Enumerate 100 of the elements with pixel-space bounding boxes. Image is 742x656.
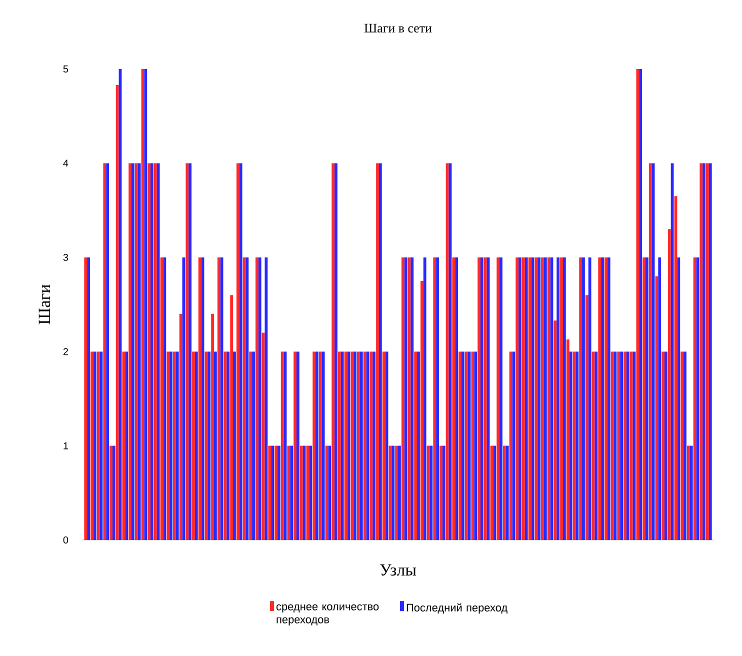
- bar: [280, 352, 284, 540]
- bar: [274, 446, 278, 540]
- bar: [582, 257, 585, 540]
- bar: [522, 257, 525, 540]
- bar: [194, 352, 198, 540]
- bar: [496, 257, 500, 540]
- bar: [554, 320, 557, 540]
- bar: [700, 163, 703, 540]
- bar: [516, 257, 519, 540]
- y-tick-label: 3: [63, 254, 68, 261]
- bar: [414, 352, 418, 540]
- bar: [440, 446, 442, 540]
- bar: [417, 352, 420, 540]
- bar: [398, 446, 401, 540]
- bar: [636, 68, 640, 540]
- bar: [620, 352, 623, 540]
- bar: [296, 352, 300, 540]
- bar: [630, 352, 633, 540]
- bar: [642, 257, 646, 540]
- bar: [214, 352, 217, 540]
- bar: [249, 352, 252, 540]
- bar: [598, 257, 602, 540]
- y-tick-label: 1: [64, 442, 68, 450]
- bar: [106, 163, 110, 540]
- bar: [116, 85, 119, 540]
- bar: [604, 257, 608, 540]
- bar: [217, 257, 220, 540]
- bar: [87, 257, 90, 540]
- bar: [478, 257, 480, 540]
- bar: [103, 163, 106, 540]
- bar: [423, 257, 426, 540]
- bar: [176, 352, 179, 540]
- bar: [179, 314, 182, 540]
- bar: [350, 352, 354, 540]
- y-tick-label: 4: [63, 160, 68, 167]
- bar: [708, 163, 712, 540]
- bar: [134, 163, 138, 540]
- bar: [594, 352, 598, 540]
- bar: [624, 352, 626, 540]
- bar: [518, 257, 522, 540]
- bar: [300, 446, 303, 540]
- bar: [528, 257, 532, 540]
- bar: [268, 446, 272, 540]
- bar: [690, 446, 693, 540]
- bar: [455, 257, 458, 540]
- bar: [334, 163, 338, 540]
- bar: [166, 352, 170, 540]
- bar: [131, 163, 134, 540]
- bar: [382, 352, 386, 540]
- bar: [287, 446, 290, 540]
- bar: [93, 352, 96, 540]
- bar: [294, 352, 296, 540]
- bar: [404, 257, 408, 540]
- bar: [338, 352, 341, 540]
- bar: [316, 352, 318, 540]
- bar: [601, 257, 604, 540]
- bar: [395, 446, 398, 540]
- bar: [150, 163, 154, 540]
- bar: [188, 163, 192, 540]
- y-tick-label: 2: [63, 348, 68, 356]
- bar: [170, 352, 172, 540]
- bar: [576, 352, 579, 540]
- bar: [420, 280, 424, 540]
- bar: [585, 295, 588, 540]
- bar: [512, 352, 516, 540]
- bar: [186, 163, 189, 540]
- bar: [262, 332, 265, 540]
- legend-label: Последний переход: [406, 603, 508, 614]
- bar: [658, 257, 662, 540]
- bar: [233, 352, 236, 540]
- bar: [670, 163, 674, 540]
- bar: [322, 352, 325, 540]
- bar: [506, 446, 509, 540]
- bar: [706, 163, 709, 540]
- bar: [639, 68, 642, 540]
- legend-label: среднее количество переходов: [276, 604, 379, 626]
- bar: [163, 257, 166, 540]
- bar: [484, 257, 487, 540]
- bar: [684, 352, 686, 540]
- chart-title: Шаги в сети: [364, 24, 432, 32]
- bar: [328, 446, 332, 540]
- bar: [474, 352, 478, 540]
- bar: [370, 352, 373, 540]
- bar: [173, 352, 176, 540]
- bar: [446, 163, 449, 540]
- bar: [239, 163, 242, 540]
- bar: [84, 257, 88, 540]
- bar: [357, 352, 360, 540]
- bar: [566, 339, 570, 540]
- bar: [680, 352, 684, 540]
- bar: [256, 257, 258, 540]
- bar: [610, 352, 614, 540]
- bar: [110, 446, 112, 540]
- bar: [144, 68, 148, 540]
- bar: [686, 446, 690, 540]
- bar: [154, 163, 157, 540]
- bar: [562, 257, 566, 540]
- x-axis-title: Узлы: [380, 564, 416, 576]
- bar: [252, 352, 255, 540]
- bar: [452, 257, 456, 540]
